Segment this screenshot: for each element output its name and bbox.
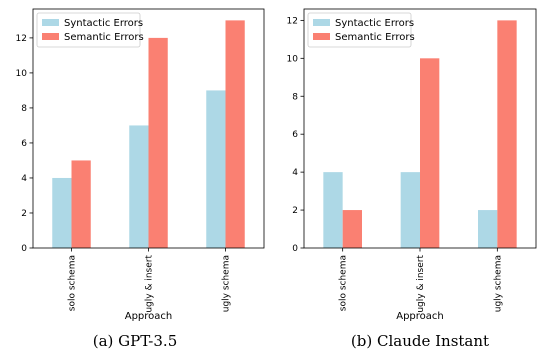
bar-syntactic-0	[323, 172, 343, 248]
chart-claude-instant: 0 2 4 6 8 10 12 solo schema ugly & insert ugly sc…	[287, 8, 537, 350]
bar-syntactic-2	[478, 210, 498, 248]
bar-semantic-1	[420, 58, 440, 248]
y-tick-label: 12	[16, 34, 27, 44]
bar-semantic-2	[225, 20, 245, 248]
y-tick-label: 10	[287, 54, 299, 64]
bar-syntactic-1	[129, 125, 149, 248]
bar-syntactic-0	[52, 177, 72, 248]
legend-label-syntactic: Syntactic Errors	[64, 18, 143, 29]
y-tick-label: 12	[287, 16, 298, 26]
y-tick-label: 8	[21, 104, 27, 114]
chart-gpt35: 0 2 4 6 8 10 12 solo schema ugly & insert ugly sc…	[16, 8, 265, 350]
y-tick-label: 4	[21, 174, 27, 184]
legend: Syntactic Errors Semantic Errors	[36, 12, 144, 48]
y-tick-label: 8	[292, 92, 298, 102]
x-axis-label: Approach	[396, 311, 444, 322]
x-tick-label: solo schema	[339, 255, 349, 311]
y-tick-label: 0	[292, 244, 298, 254]
y-tick-label: 4	[292, 168, 298, 178]
bar-semantic-2	[497, 20, 517, 248]
legend-swatch-syntactic	[42, 19, 59, 26]
y-tick-label: 0	[21, 244, 27, 254]
y-tick-label: 6	[292, 130, 298, 140]
y-tick-label: 10	[16, 69, 28, 79]
x-tick-label: ugly schema	[222, 255, 232, 312]
legend-box	[36, 12, 141, 48]
x-axis-label: Approach	[125, 311, 173, 322]
x-tick-label: ugly & insert	[145, 255, 155, 313]
bar-semantic-0	[71, 160, 91, 248]
y-tick-label: 2	[292, 206, 298, 216]
legend-swatch-semantic	[42, 33, 59, 40]
legend-label-syntactic: Syntactic Errors	[335, 18, 414, 29]
x-tick-label: solo schema	[68, 255, 78, 311]
legend-swatch-semantic	[313, 33, 330, 40]
bar-semantic-0	[342, 210, 362, 248]
y-tick-label: 2	[21, 209, 27, 219]
legend-label-semantic: Semantic Errors	[64, 32, 144, 43]
legend-label-semantic: Semantic Errors	[335, 32, 415, 43]
x-tick-label: ugly schema	[493, 255, 503, 312]
legend-box	[307, 12, 412, 48]
bar-syntactic-1	[400, 172, 420, 248]
bar-semantic-1	[148, 37, 168, 248]
subfigure-caption: (a) GPT-3.5	[93, 332, 178, 350]
bar-syntactic-2	[206, 90, 226, 248]
legend-swatch-syntactic	[313, 19, 330, 26]
y-tick-label: 6	[21, 139, 27, 149]
x-tick-label: ugly & insert	[416, 255, 426, 313]
legend: Syntactic Errors Semantic Errors	[307, 12, 415, 48]
subfigure-caption: (b) Claude Instant	[351, 332, 489, 350]
